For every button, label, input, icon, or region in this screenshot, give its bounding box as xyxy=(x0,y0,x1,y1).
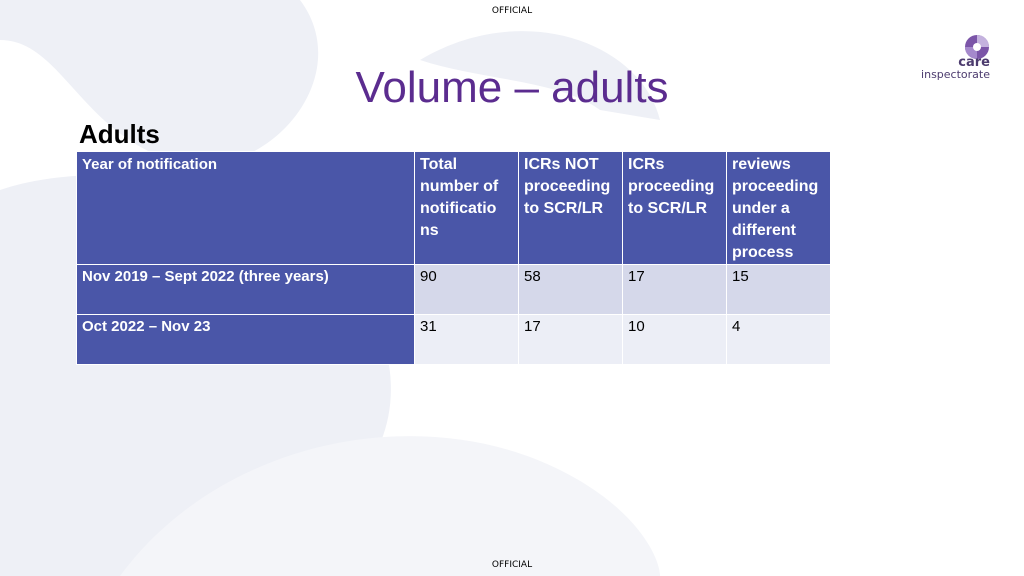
header-reviews-different-process: reviews proceeding under a different pro… xyxy=(726,151,831,265)
care-inspectorate-logo: care inspectorate xyxy=(910,34,994,84)
logo-text-inspectorate: inspectorate xyxy=(921,68,990,81)
header-icrs-proceeding: ICRs proceeding to SCR/LR xyxy=(622,151,727,265)
header-icrs-not-proceeding: ICRs NOT proceeding to SCR/LR xyxy=(518,151,623,265)
adults-volume-table: Year of notification Total number of not… xyxy=(76,151,831,365)
table-cell: 17 xyxy=(518,314,623,365)
table-cell: 10 xyxy=(622,314,727,365)
table-row: Nov 2019 – Sept 2022 (three years) 90 58… xyxy=(76,264,831,315)
classification-marking-top: OFFICIAL xyxy=(491,6,533,16)
logo-text-care: care xyxy=(958,55,990,70)
table-header-row: Year of notification Total number of not… xyxy=(76,151,831,265)
row-label: Nov 2019 – Sept 2022 (three years) xyxy=(76,264,415,315)
header-year-of-notification: Year of notification xyxy=(76,151,415,265)
logo-icon xyxy=(965,35,989,59)
table-row: Oct 2022 – Nov 23 31 17 10 4 xyxy=(76,314,831,365)
table-cell: 15 xyxy=(726,264,831,315)
header-total-notifications: Total number of notificatio ns xyxy=(414,151,519,265)
slide-title: Volume – adults xyxy=(355,63,669,112)
table-cell: 17 xyxy=(622,264,727,315)
table-cell: 4 xyxy=(726,314,831,365)
table-cell: 31 xyxy=(414,314,519,365)
classification-marking-bottom: OFFICIAL xyxy=(491,560,533,570)
table-caption: Adults xyxy=(79,119,160,149)
table-cell: 90 xyxy=(414,264,519,315)
row-label: Oct 2022 – Nov 23 xyxy=(76,314,415,365)
table-cell: 58 xyxy=(518,264,623,315)
